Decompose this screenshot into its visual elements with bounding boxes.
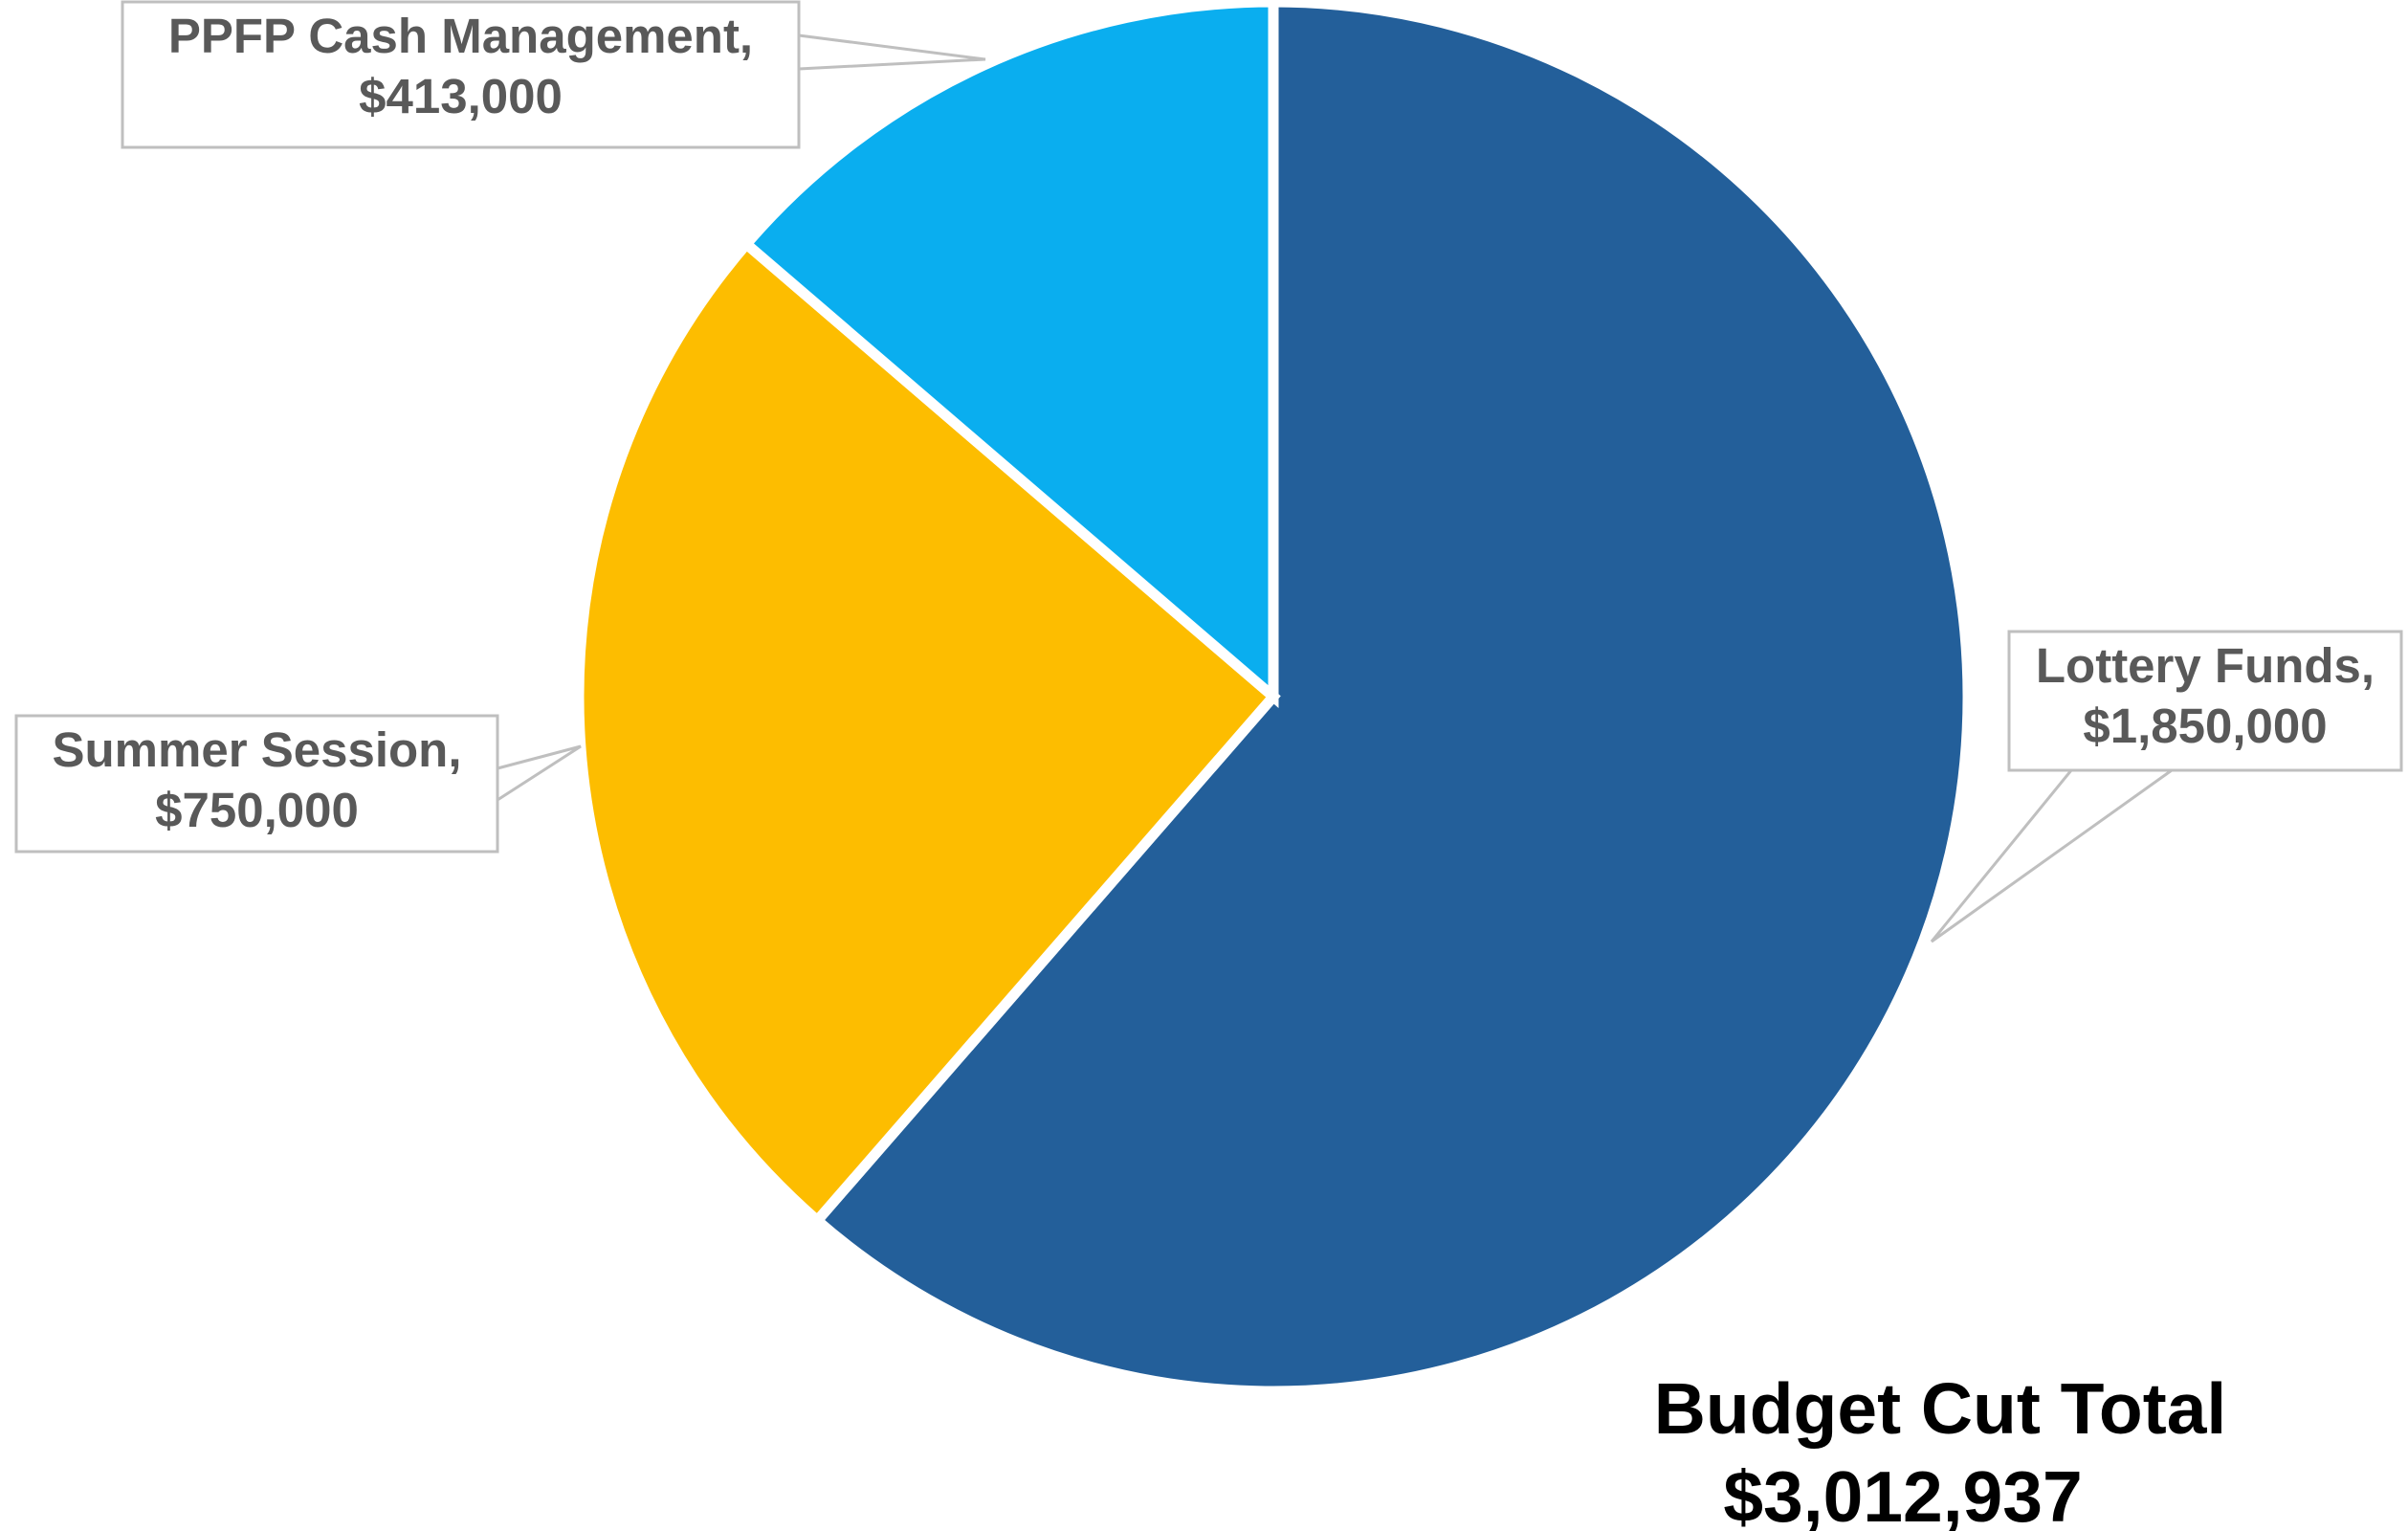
leader-line-summer-session (497, 744, 582, 802)
label-box-summer-session (14, 714, 499, 854)
leader-line-ppfp-cash-management (798, 33, 986, 71)
budget-total-title: Budget Cut Total (1654, 1368, 2227, 1449)
label-value-lottery-funds: $1,850,000 (2083, 699, 2327, 753)
label-name-lottery-funds: Lottery Funds, (2036, 638, 2375, 693)
pie-slice-ppfp-cash-management (739, 0, 1279, 708)
label-leader-lines (497, 33, 2173, 943)
data-label-summer-session: Summer Session, $750,000 (14, 714, 499, 854)
pie-slice-lottery-funds (809, 0, 1974, 1397)
label-name-summer-session: Summer Session, (53, 722, 462, 777)
budget-total-value: $3,012,937 (1723, 1456, 2082, 1531)
data-label-lottery-funds: Lottery Funds, $1,850,000 (2007, 630, 2403, 772)
data-label-ppfp-cash-management: PPFP Cash Management, $413,000 (121, 0, 801, 149)
label-value-summer-session: $750,000 (155, 783, 359, 837)
label-name-ppfp-cash-management: PPFP Cash Management, (168, 9, 753, 63)
label-box-lottery-funds (2007, 630, 2403, 772)
budget-total: Budget Cut Total $3,012,937 (1654, 1368, 2227, 1531)
label-box-ppfp-cash-management (121, 0, 801, 149)
pie-slices (573, 0, 1974, 1397)
label-value-ppfp-cash-management: $413,000 (359, 69, 563, 123)
data-labels: Lottery Funds, $1,850,000 Summer Session, $… (14, 0, 2403, 854)
leader-line-lottery-funds (1930, 768, 2173, 943)
